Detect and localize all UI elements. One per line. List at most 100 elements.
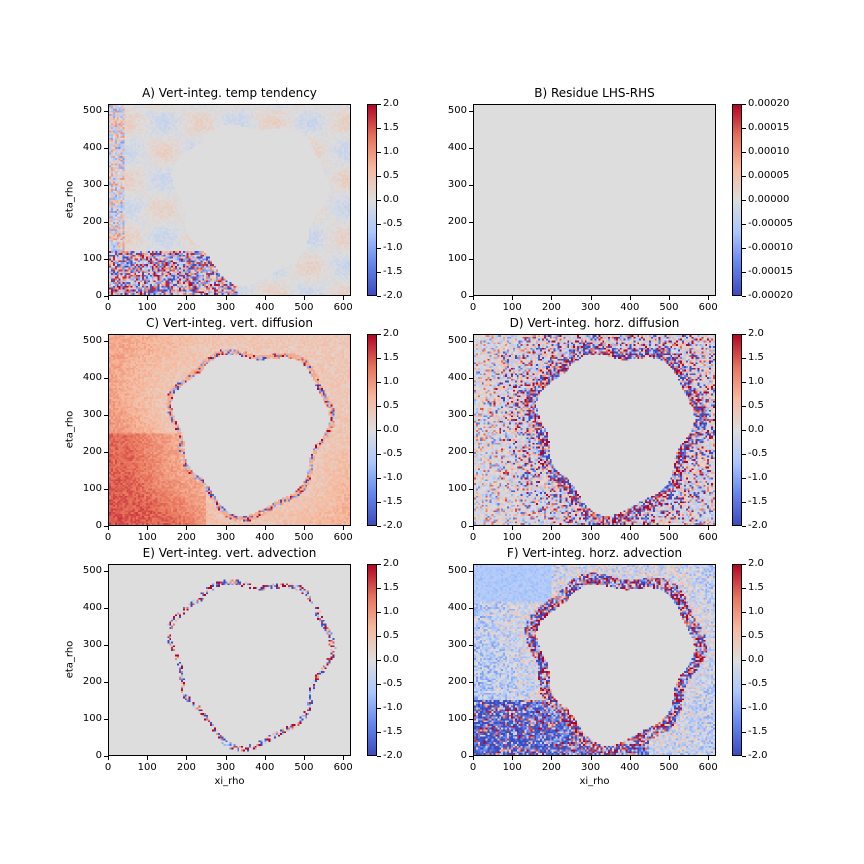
colorbar-tick-mark — [377, 660, 381, 661]
colorbar-tick-mark — [377, 296, 381, 297]
x-tick-mark — [551, 296, 553, 300]
y-tick-mark — [469, 526, 473, 527]
y-tick-label: 500 — [447, 565, 467, 577]
y-tick-mark — [469, 341, 473, 343]
colorbar-tick-label: 1.0 — [748, 606, 764, 617]
y-tick-label: 100 — [447, 253, 467, 265]
colorbar-tick-mark — [742, 200, 746, 201]
x-tick-mark — [225, 756, 227, 760]
colorbar-tick-mark — [377, 588, 381, 589]
x-tick-mark — [473, 296, 474, 300]
y-tick-label: 500 — [82, 105, 102, 117]
x-tick-mark — [108, 756, 109, 760]
y-tick-mark — [469, 489, 473, 491]
x-tick-label: 300 — [216, 762, 236, 773]
colorbar-tick-label: -0.5 — [383, 678, 403, 689]
colorbar-tick-mark — [742, 708, 746, 709]
colorbar-tick-mark — [377, 224, 381, 225]
x-tick-mark — [264, 296, 266, 300]
y-tick-mark — [104, 111, 108, 113]
panel-title-F: F) Vert-integ. horz. advection — [506, 546, 683, 560]
colorbar-tick-mark — [377, 176, 381, 177]
x-tick-label: 0 — [469, 302, 477, 313]
colorbar-B — [732, 104, 742, 296]
x-tick-mark — [264, 526, 266, 530]
colorbar-tick-label: -0.5 — [383, 218, 403, 229]
y-tick-label: 200 — [82, 676, 102, 688]
y-tick-mark — [469, 645, 473, 647]
colorbar-tick-label: -0.00010 — [748, 242, 793, 253]
y-tick-label: 200 — [447, 446, 467, 458]
heatmap-image-C — [109, 335, 350, 525]
x-tick-mark — [708, 526, 710, 530]
x-tick-label: 200 — [176, 532, 196, 543]
x-tick-mark — [629, 526, 631, 530]
y-tick-label: 300 — [82, 639, 102, 651]
y-tick-label: 100 — [82, 483, 102, 495]
heatmap-axes-F — [473, 564, 716, 756]
y-tick-label: 300 — [82, 179, 102, 191]
x-tick-label: 600 — [698, 302, 718, 313]
colorbar-tick-label: 0.00020 — [748, 98, 790, 109]
colorbar-tick-label: -1.0 — [383, 472, 403, 483]
x-tick-mark — [186, 756, 188, 760]
colorbar-tick-mark — [377, 358, 381, 359]
heatmap-image-E — [109, 565, 350, 755]
y-tick-mark — [104, 571, 108, 573]
x-tick-label: 300 — [216, 302, 236, 313]
x-tick-label: 500 — [294, 532, 314, 543]
y-tick-mark — [104, 259, 108, 261]
x-tick-label: 0 — [104, 532, 112, 543]
x-tick-label: 300 — [216, 532, 236, 543]
y-tick-mark — [104, 452, 108, 454]
x-tick-label: 100 — [502, 532, 522, 543]
x-tick-label: 600 — [698, 532, 718, 543]
colorbar-tick-mark — [742, 454, 746, 455]
y-tick-mark — [469, 415, 473, 417]
y-tick-mark — [469, 222, 473, 224]
colorbar-tick-mark — [742, 128, 746, 129]
y-tick-mark — [469, 111, 473, 113]
colorbar-tick-label: -0.00015 — [748, 266, 793, 277]
x-tick-label: 200 — [176, 302, 196, 313]
colorbar-tick-mark — [742, 176, 746, 177]
colorbar-tick-label: 2.0 — [383, 558, 399, 569]
y-axis-label: eta_rho — [64, 410, 76, 449]
x-axis-label: xi_rho — [579, 776, 610, 787]
x-tick-mark — [473, 756, 474, 760]
y-tick-label: 400 — [82, 142, 102, 154]
colorbar-tick-label: 0.0 — [383, 424, 399, 435]
colorbar-tick-mark — [377, 406, 381, 407]
x-tick-mark — [186, 526, 188, 530]
y-tick-mark — [469, 756, 473, 757]
colorbar-tick-mark — [377, 200, 381, 201]
colorbar-tick-label: 0.5 — [748, 400, 764, 411]
colorbar-tick-mark — [742, 684, 746, 685]
heatmap-axes-A — [108, 104, 351, 296]
colorbar-tick-label: -0.5 — [748, 448, 768, 459]
y-tick-mark — [104, 645, 108, 647]
x-tick-label: 0 — [469, 532, 477, 543]
y-tick-label: 200 — [82, 216, 102, 228]
colorbar-tick-label: -0.00020 — [748, 290, 793, 301]
colorbar-tick-label: 0.00015 — [748, 122, 790, 133]
y-axis-label: eta_rho — [64, 180, 76, 219]
y-tick-label: 300 — [447, 409, 467, 421]
colorbar-tick-label: -1.5 — [748, 726, 768, 737]
y-tick-mark — [104, 185, 108, 187]
colorbar-tick-label: 1.5 — [748, 582, 764, 593]
colorbar-tick-mark — [742, 224, 746, 225]
x-tick-mark — [147, 526, 149, 530]
x-tick-mark — [343, 526, 345, 530]
colorbar-tick-label: -0.00005 — [748, 218, 793, 229]
colorbar-tick-label: -2.0 — [383, 520, 403, 531]
colorbar-tick-label: 2.0 — [383, 328, 399, 339]
y-tick-label: 200 — [447, 676, 467, 688]
colorbar-D — [732, 334, 742, 526]
colorbar-tick-label: -2.0 — [748, 520, 768, 531]
colorbar-tick-mark — [377, 732, 381, 733]
colorbar-tick-label: 0.5 — [383, 170, 399, 181]
x-tick-mark — [303, 526, 305, 530]
y-tick-label: 200 — [82, 446, 102, 458]
x-tick-mark — [590, 756, 592, 760]
